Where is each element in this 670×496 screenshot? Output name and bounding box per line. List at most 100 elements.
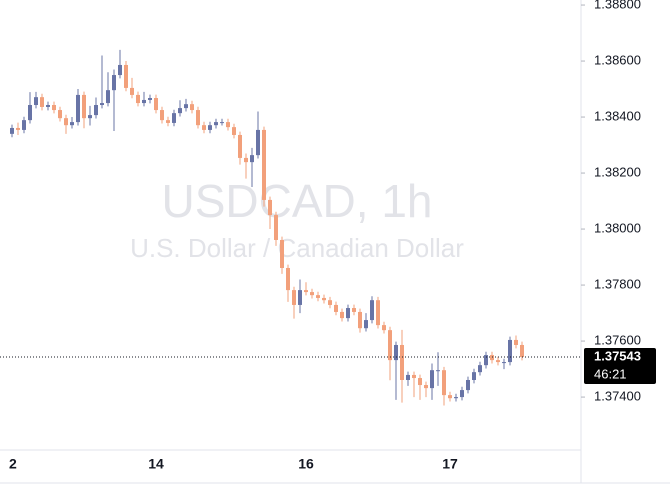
candle-body (430, 370, 434, 389)
candle-body (112, 75, 116, 91)
candle-body (28, 105, 32, 121)
candle-body (382, 325, 386, 331)
candle-body (364, 320, 368, 329)
candle-body (94, 105, 98, 116)
y-tick-label: 1.37600 (594, 333, 641, 348)
candle-body (322, 297, 326, 301)
candle-body (214, 122, 218, 126)
candle-body (472, 372, 476, 380)
candle-body (10, 127, 14, 134)
x-tick-label: 16 (298, 456, 314, 472)
candle-body (358, 311, 362, 329)
candle-body (184, 104, 188, 109)
candle-body (166, 120, 170, 123)
candle-body (460, 390, 464, 398)
candle-body (484, 355, 488, 366)
candle-body (88, 115, 92, 119)
last-price-box (584, 348, 656, 385)
candle-body (310, 292, 314, 296)
candle-body (70, 122, 74, 126)
candle-body (478, 365, 482, 373)
x-tick-label: 17 (442, 456, 458, 472)
candle-body (52, 105, 56, 111)
candle-body (292, 290, 296, 305)
y-tick-label: 1.37400 (594, 389, 641, 404)
candle-body (328, 300, 332, 305)
candle-body (316, 295, 320, 298)
x-tick-label: 14 (148, 456, 164, 472)
candle-body (274, 215, 278, 240)
candle-body (232, 127, 236, 135)
candle-body (136, 94, 140, 104)
candle-body (400, 344, 404, 380)
candle-body (520, 344, 524, 358)
candle-body (160, 110, 164, 121)
candle-body (244, 157, 248, 163)
candle-body (346, 308, 350, 319)
candle-body (268, 199, 272, 216)
candle-body (118, 64, 122, 76)
candle-body (256, 129, 260, 156)
candle-body (442, 370, 446, 396)
candle-body (376, 300, 380, 326)
candle-body (34, 97, 38, 106)
candle-body (226, 122, 230, 128)
candle-body (190, 104, 194, 111)
y-tick-label: 1.38200 (594, 164, 641, 179)
candle-body (454, 397, 458, 399)
candle-body (154, 98, 158, 111)
candle-body (148, 98, 152, 100)
candle-body (304, 290, 308, 293)
candle-body (508, 339, 512, 363)
y-tick-label: 1.38600 (594, 52, 641, 67)
last-price-label: 1.37543 (594, 348, 641, 363)
candle-body (172, 113, 176, 123)
candle-body (64, 118, 68, 126)
watermark-subtitle: U.S. Dollar / Canadian Dollar (130, 233, 464, 263)
candle-body (298, 290, 302, 305)
candle-body (418, 378, 422, 386)
candle-body (76, 94, 80, 123)
candle-body (82, 94, 86, 119)
x-tick-label: 2 (9, 456, 17, 472)
candle-body (448, 395, 452, 399)
candle-body (388, 330, 392, 361)
y-tick-label: 1.37800 (594, 277, 641, 292)
countdown: 46:21 (594, 366, 627, 381)
candle-body (124, 64, 128, 88)
candle-body (238, 134, 242, 158)
candle-body (58, 110, 62, 119)
candle-body (16, 127, 20, 130)
candle-body (106, 90, 110, 104)
candle-body (130, 87, 134, 95)
candle-body (370, 300, 374, 321)
candle-body (466, 379, 470, 391)
candle-body (424, 385, 428, 389)
candle-body (280, 239, 284, 268)
candle-body (100, 103, 104, 106)
candle-body (334, 304, 338, 312)
candle-body (286, 267, 290, 291)
candle-body (502, 362, 506, 364)
candle-body (490, 355, 494, 361)
candle-body (142, 99, 146, 104)
candle-body (412, 374, 416, 379)
candle-body (436, 370, 440, 372)
candle-body (340, 311, 344, 319)
y-tick-label: 1.38000 (594, 220, 641, 235)
candle-body (22, 120, 26, 130)
candle-body (40, 97, 44, 107)
candle-body (208, 125, 212, 130)
candle-body (250, 155, 254, 163)
candle-body (496, 360, 500, 363)
candle-body (394, 344, 398, 361)
candle-body (262, 129, 266, 200)
candle-body (220, 122, 224, 124)
candle-body (196, 110, 200, 126)
candle-body (178, 108, 182, 114)
candle-body (514, 339, 518, 345)
candle-body (406, 374, 410, 380)
candle-body (202, 125, 206, 130)
